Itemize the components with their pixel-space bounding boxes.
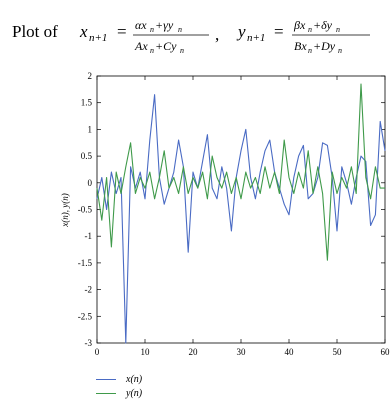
title-x-num-1: αx bbox=[135, 18, 147, 32]
series-line-x bbox=[96, 94, 386, 344]
title-y-num-1: βx bbox=[293, 18, 306, 32]
y-tick-label: -1.5 bbox=[78, 258, 93, 268]
title-equals-2: = bbox=[274, 22, 284, 41]
title-x-num-4: n bbox=[178, 25, 182, 34]
x-axis-label: n bbox=[238, 365, 243, 368]
title-x-num-3: +γy bbox=[155, 18, 174, 32]
chart-area: -3 -2.5 -2 -1.5 -1 -0.5 0 0.5 1 1.5 2 0 10 20 30 40 50 60… bbox=[0, 68, 392, 375]
axes: -3-2.5-2-1.5-1-0.500.511.520 10 20 30 40 50 60 bbox=[78, 71, 390, 357]
x-tick-label: 40 bbox=[285, 347, 295, 357]
title-y-den-4: n bbox=[338, 46, 342, 55]
y-tick-label: 0.5 bbox=[81, 151, 93, 161]
y-tick-label: 1.5 bbox=[81, 98, 93, 108]
y-tick-label: 0 bbox=[88, 178, 93, 188]
series-lines bbox=[96, 83, 386, 344]
title-x-num-2: n bbox=[150, 25, 154, 34]
legend-item-x: x(n) bbox=[96, 372, 142, 386]
title-y-lhs-sub: n+1 bbox=[247, 32, 265, 44]
title-prefix: Plot of bbox=[12, 22, 58, 41]
legend-item-y: y(n) bbox=[96, 386, 142, 400]
x-tick-label: 0 bbox=[95, 347, 100, 357]
legend-label-y: y(n) bbox=[126, 387, 143, 399]
y-tick-label: 1 bbox=[88, 124, 93, 134]
title-separator: , bbox=[215, 25, 219, 44]
x-tick-label: 60 bbox=[381, 347, 391, 357]
series-line-y bbox=[96, 83, 385, 261]
chart-title: Plot of x n+1 = αx n +γy n Ax n +Cy n , … bbox=[12, 10, 384, 68]
x-tick-label: 20 bbox=[189, 347, 199, 357]
title-x-den-2: n bbox=[150, 46, 154, 55]
legend-swatch-x bbox=[96, 378, 116, 380]
line-chart: -3-2.5-2-1.5-1-0.500.511.520 10 20 30 40 50 60… bbox=[60, 71, 390, 375]
y-tick-label: -2.5 bbox=[78, 311, 93, 321]
title-y-lhs: y bbox=[236, 22, 246, 41]
y-tick-label: 2 bbox=[88, 71, 93, 81]
y-tick-label: -0.5 bbox=[78, 205, 93, 215]
title-y-den-2: n bbox=[308, 46, 312, 55]
x-tick-label: 10 bbox=[141, 347, 151, 357]
title-y-num-2: n bbox=[308, 25, 312, 34]
title-x-fraction: αx n +γy n Ax n +Cy n bbox=[133, 18, 209, 55]
title-x-lhs-sub: n+1 bbox=[89, 32, 107, 44]
y-axis-label: x(n), y(n) bbox=[60, 193, 70, 227]
y-tick-label: -1 bbox=[85, 231, 93, 241]
legend: x(n) y(n) bbox=[96, 372, 142, 400]
title-y-num-3: +δy bbox=[313, 18, 333, 32]
legend-label-x: x(n) bbox=[126, 373, 143, 385]
plot-frame bbox=[96, 75, 386, 344]
title-y-fraction: βx n +δy n Bx n +Dy n bbox=[292, 18, 370, 55]
x-tick-label: 30 bbox=[237, 347, 247, 357]
title-formula: Plot of x n+1 = αx n +γy n Ax n +Cy n , … bbox=[12, 18, 370, 55]
x-tick-label: 50 bbox=[333, 347, 343, 357]
title-x-den-3: +Cy bbox=[155, 39, 177, 53]
title-y-den-3: +Dy bbox=[313, 39, 336, 53]
y-tick-label: -3 bbox=[85, 338, 93, 348]
legend-swatch-y bbox=[96, 392, 116, 394]
title-x-den-4: n bbox=[180, 46, 184, 55]
title-y-num-4: n bbox=[336, 25, 340, 34]
title-x-den-1: Ax bbox=[134, 39, 148, 53]
y-tick-label: -2 bbox=[85, 285, 93, 295]
title-x-lhs: x bbox=[79, 22, 88, 41]
title-y-den-1: Bx bbox=[294, 39, 307, 53]
title-equals-1: = bbox=[117, 22, 127, 41]
